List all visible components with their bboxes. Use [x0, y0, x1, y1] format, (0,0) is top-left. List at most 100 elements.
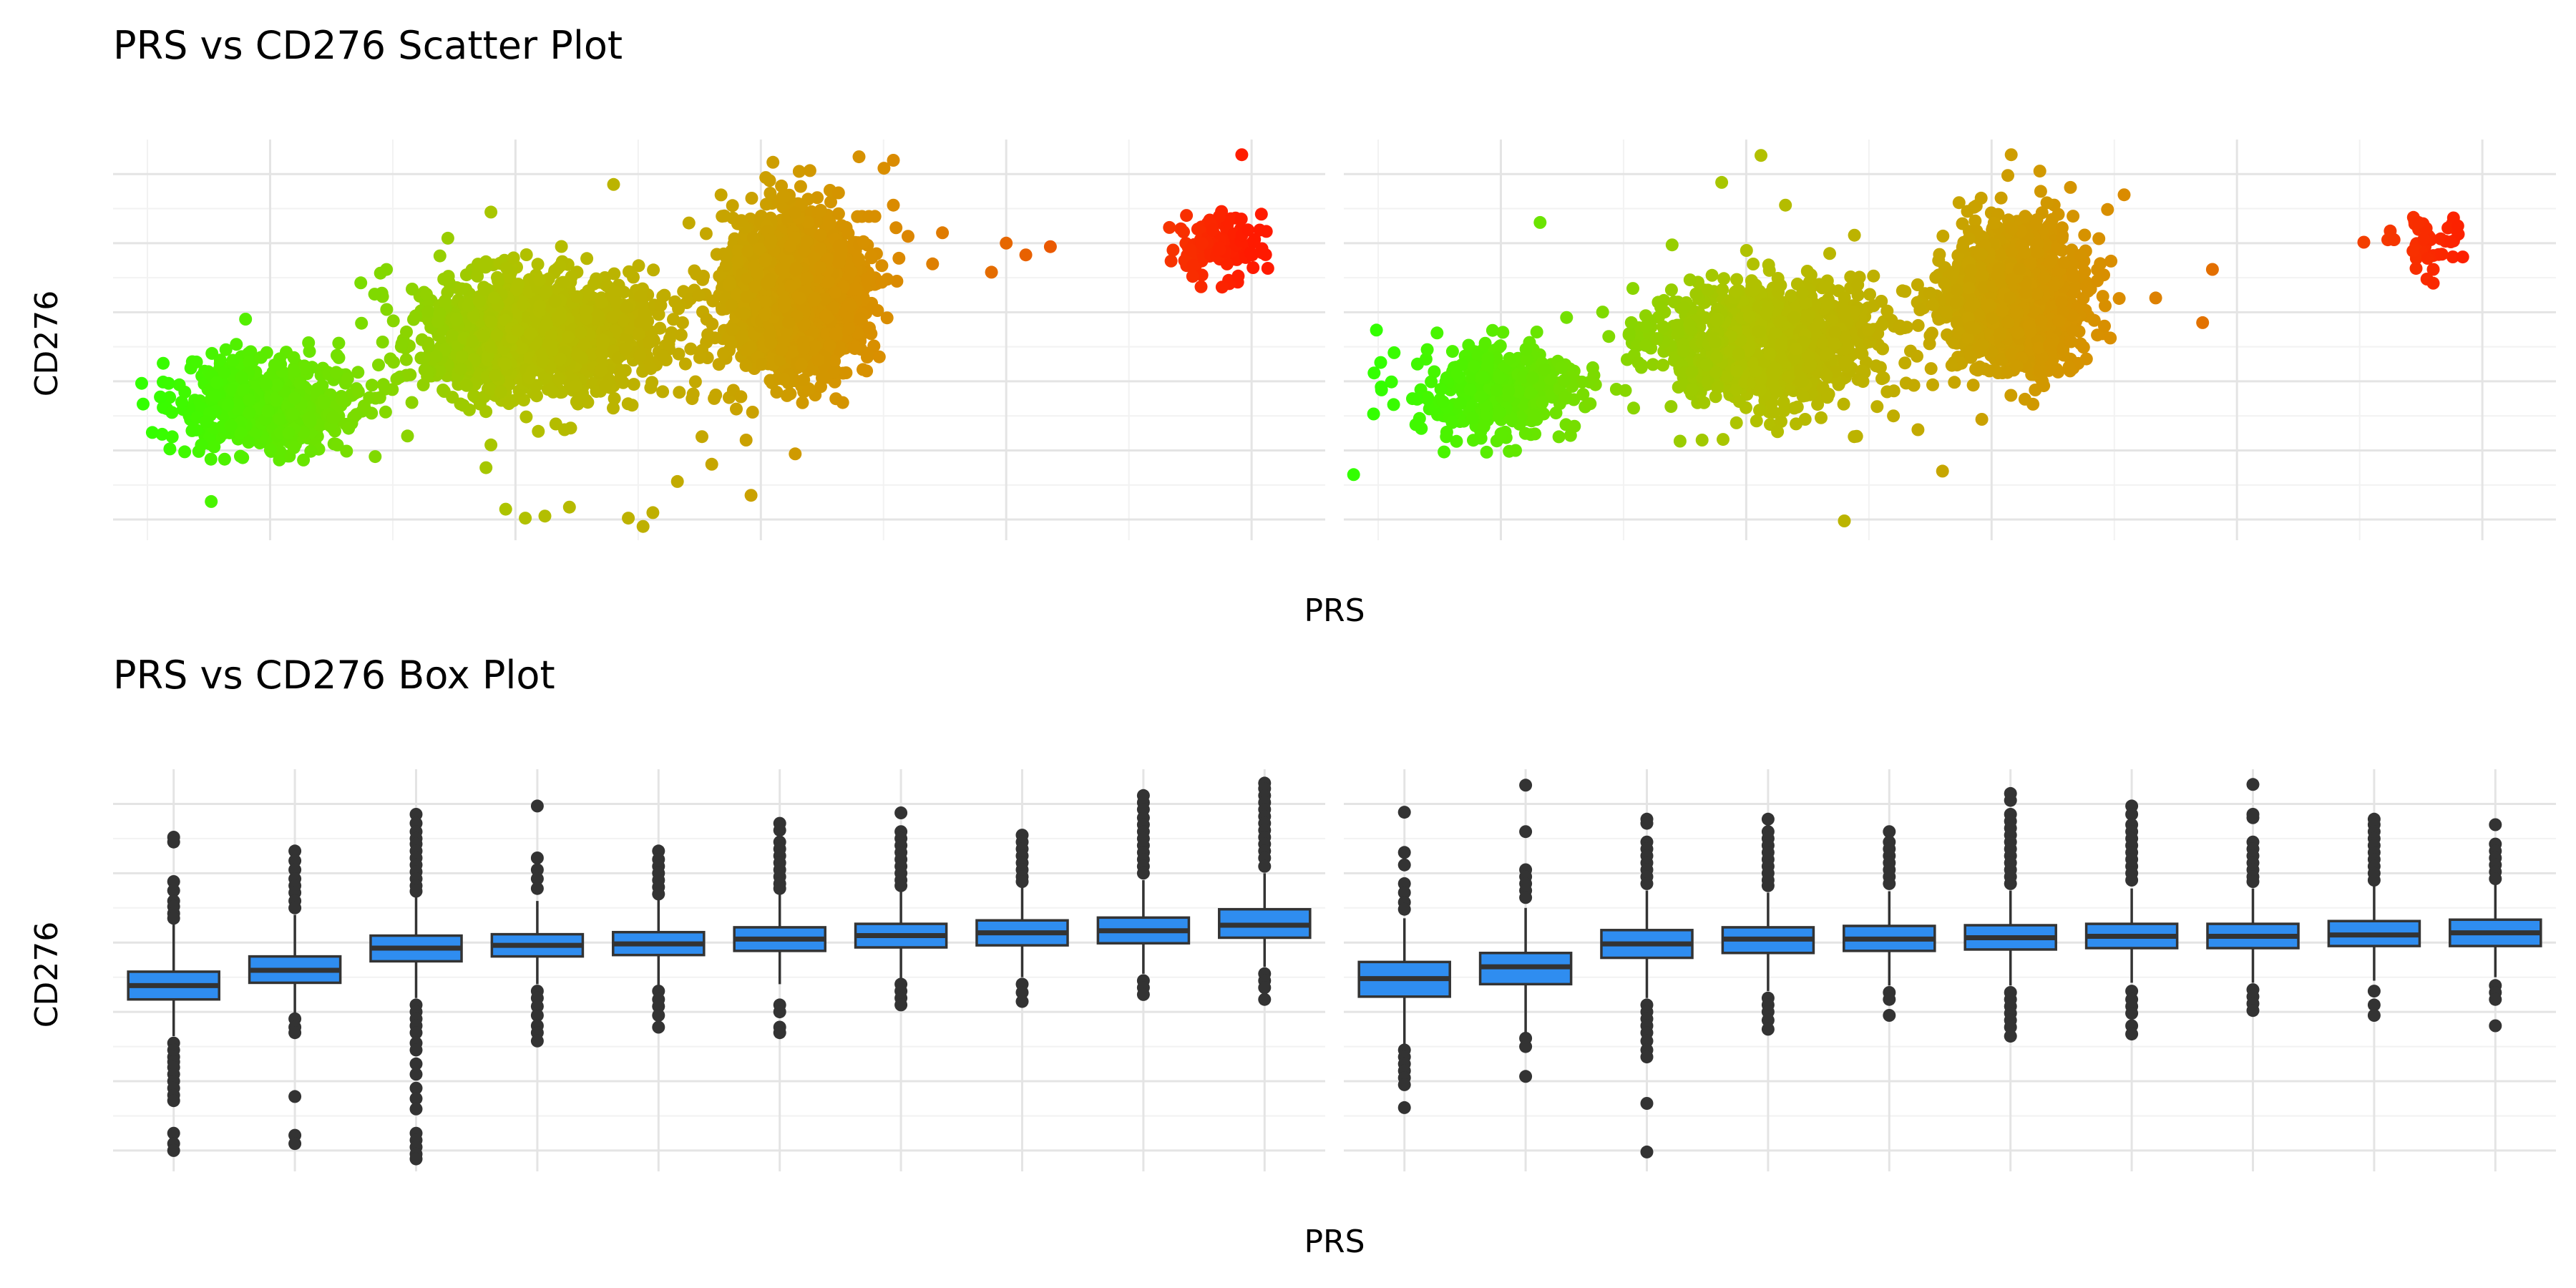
- scatter-point: [644, 362, 658, 376]
- scatter-point: [817, 371, 831, 384]
- scatter-point: [317, 396, 331, 410]
- scatter-point: [1043, 240, 1057, 253]
- scatter-point: [766, 155, 780, 169]
- scatter-point: [646, 506, 660, 519]
- scatter-point: [387, 356, 400, 369]
- scatter-point: [690, 268, 703, 280]
- scatter-point: [746, 231, 760, 245]
- scatter-point: [261, 404, 275, 418]
- scatter-point: [491, 270, 504, 284]
- scatter-point: [778, 300, 791, 313]
- scatter-point: [1493, 406, 1506, 419]
- scatter-point: [789, 447, 802, 461]
- scatter-point: [420, 364, 434, 378]
- scatter-point: [741, 244, 755, 258]
- scatter-point: [355, 316, 369, 330]
- scatter-point: [831, 186, 845, 200]
- scatter-point: [1627, 401, 1640, 415]
- scatter-point: [1453, 396, 1467, 410]
- scatter-point: [406, 283, 419, 296]
- scatter-point: [243, 355, 256, 369]
- scatter-point: [633, 348, 647, 362]
- scatter-point: [1475, 370, 1488, 384]
- scatter-point: [926, 257, 940, 270]
- scatter-point: [739, 358, 753, 372]
- scatter-point: [596, 333, 610, 347]
- scatter-point: [784, 279, 797, 293]
- scatter-point: [1526, 371, 1539, 385]
- scatter-point: [686, 392, 699, 406]
- scatter-point: [487, 291, 501, 305]
- scatter-point: [833, 250, 847, 263]
- scatter-point: [789, 206, 802, 220]
- scatter-point: [1194, 280, 1208, 293]
- scatter-point: [287, 441, 301, 454]
- scatter-point: [484, 315, 498, 328]
- scatter-point: [351, 385, 365, 399]
- scatter-point: [692, 288, 706, 302]
- scatter-point: [379, 405, 392, 419]
- scatter-point: [429, 350, 443, 363]
- scatter-point: [863, 321, 876, 335]
- scatter-point: [693, 351, 706, 364]
- scatter-point: [1536, 396, 1549, 409]
- scatter-point: [472, 295, 486, 308]
- scatter-point: [297, 426, 311, 439]
- scatter-point: [696, 430, 708, 444]
- scatter-point: [342, 421, 356, 435]
- scatter-point: [674, 328, 688, 342]
- scatter-point: [796, 396, 809, 409]
- scatter-point: [763, 187, 777, 200]
- scatter-points: [135, 148, 1274, 533]
- scatter-point: [421, 305, 435, 318]
- scatter-point: [814, 203, 827, 217]
- scatter-point: [735, 214, 748, 228]
- scatter-point: [351, 366, 365, 379]
- scatter-point: [848, 342, 862, 356]
- scatter-point: [748, 280, 762, 293]
- scatter-point: [462, 299, 475, 313]
- scatter-point: [286, 407, 300, 421]
- scatter-point: [460, 379, 474, 392]
- scatter-point: [552, 372, 565, 386]
- scatter-point: [530, 389, 543, 403]
- scatter-point: [857, 363, 869, 376]
- scatter-point: [208, 440, 221, 454]
- scatter-point: [540, 318, 554, 331]
- scatter-point: [357, 399, 371, 413]
- scatter-point: [490, 328, 504, 342]
- scatter-point: [1387, 346, 1401, 359]
- scatter-point: [332, 336, 346, 350]
- scatter-point: [1665, 238, 1679, 252]
- scatter-point: [734, 390, 748, 404]
- scatter-point: [195, 438, 208, 452]
- scatter-point: [1231, 269, 1245, 283]
- scatter-point: [1555, 361, 1568, 374]
- scatter-point: [230, 338, 243, 351]
- scatter-point: [545, 343, 559, 357]
- scatter-point: [540, 285, 553, 298]
- scatter-point: [165, 430, 179, 444]
- scatter-title: PRS vs CD276 Scatter Plot: [113, 23, 623, 68]
- scatter-point: [399, 353, 413, 366]
- scatter-point: [875, 259, 889, 273]
- scatter-point: [819, 309, 833, 322]
- scatter-point: [254, 351, 268, 364]
- scatter-point: [433, 307, 447, 321]
- scatter-point: [446, 391, 459, 404]
- scatter-point: [1370, 323, 1383, 337]
- scatter-point: [803, 164, 816, 177]
- scatter-point: [236, 384, 250, 397]
- scatter-point: [533, 299, 547, 313]
- scatter-point: [688, 375, 702, 389]
- scatter-point: [499, 357, 512, 371]
- scatter-point: [887, 198, 900, 212]
- scatter-point: [288, 391, 301, 405]
- scatter-point: [574, 326, 587, 340]
- scatter-point: [1493, 371, 1506, 384]
- scatter-point: [313, 419, 327, 432]
- scatter-point: [455, 282, 469, 296]
- boxplot-x-axis-label: PRS: [1304, 1224, 1365, 1260]
- scatter-point: [852, 252, 865, 265]
